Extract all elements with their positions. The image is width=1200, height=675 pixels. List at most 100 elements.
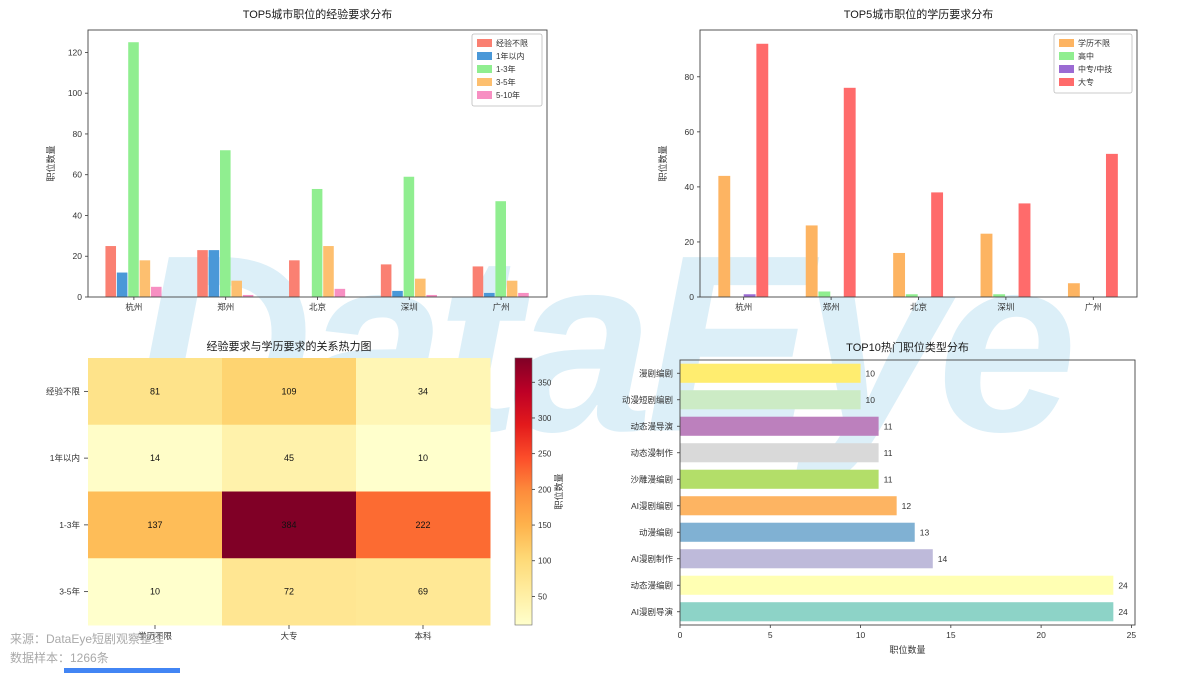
- svg-text:动漫短剧编剧: 动漫短剧编剧: [622, 395, 673, 405]
- svg-text:10: 10: [866, 368, 876, 378]
- svg-text:中专/中技: 中专/中技: [1078, 64, 1112, 74]
- top10-types-svg: TOP10热门职位类型分布 10 漫剧编剧 10 动漫短剧编剧 11 动态漫导演 11 动态漫制…: [622, 340, 1137, 655]
- svg-text:1年以内: 1年以内: [50, 453, 80, 463]
- svg-text:100: 100: [538, 557, 552, 566]
- svg-text:10: 10: [866, 395, 876, 405]
- svg-text:50: 50: [538, 592, 547, 601]
- svg-text:AI漫剧导演: AI漫剧导演: [631, 607, 674, 617]
- bottom-progress-bar: [64, 668, 180, 673]
- svg-text:0: 0: [77, 292, 82, 302]
- svg-text:大专: 大专: [1078, 77, 1094, 87]
- svg-text:10: 10: [856, 630, 866, 640]
- svg-text:1-3年: 1-3年: [59, 520, 80, 530]
- svg-text:动漫编剧: 动漫编剧: [639, 527, 673, 537]
- svg-text:5-10年: 5-10年: [496, 90, 520, 100]
- svg-text:本科: 本科: [414, 631, 432, 641]
- chart-experience-education-heatmap: 经验要求与学历要求的关系热力图 81 109 34 14 45 10 137 384 222 10 7…: [0, 337, 600, 675]
- svg-text:北京: 北京: [309, 302, 326, 312]
- svg-text:12: 12: [902, 501, 912, 511]
- svg-text:384: 384: [281, 520, 296, 530]
- svg-text:11: 11: [884, 448, 893, 458]
- svg-text:北京: 北京: [910, 302, 927, 312]
- svg-text:动态漫制作: 动态漫制作: [630, 448, 673, 458]
- chart-education-distribution: TOP5城市职位的学历要求分布杭州 郑州 北京 深圳 广州 0 20 40 60 80 职位数量 学历…: [600, 0, 1200, 330]
- svg-text:0: 0: [689, 292, 694, 302]
- svg-text:动态漫导演: 动态漫导演: [630, 421, 673, 431]
- svg-text:20: 20: [1036, 630, 1046, 640]
- svg-text:40: 40: [685, 182, 695, 192]
- svg-text:250: 250: [538, 450, 552, 459]
- svg-text:150: 150: [538, 521, 552, 530]
- svg-text:广州: 广州: [1085, 302, 1102, 312]
- svg-text:14: 14: [150, 453, 160, 463]
- svg-text:20: 20: [73, 251, 83, 261]
- svg-text:TOP5城市职位的经验要求分布: TOP5城市职位的经验要求分布: [243, 7, 393, 21]
- svg-text:137: 137: [147, 520, 162, 530]
- footer: 来源：DataEye短剧观察整理 数据样本：1266条: [10, 630, 164, 668]
- chart-experience-distribution: TOP5城市职位的经验要求分布 杭州 郑州 北京 深圳 广州 0 20 40 60 80 100 120…: [0, 0, 600, 330]
- svg-text:25: 25: [1127, 630, 1137, 640]
- svg-text:职位数量: 职位数量: [657, 145, 668, 181]
- svg-text:5: 5: [768, 630, 773, 640]
- svg-text:100: 100: [68, 88, 82, 98]
- svg-text:学历不限: 学历不限: [138, 631, 173, 641]
- svg-text:45: 45: [284, 453, 294, 463]
- svg-text:1-3年: 1-3年: [496, 64, 516, 74]
- svg-text:14: 14: [938, 554, 948, 564]
- svg-text:60: 60: [73, 170, 83, 180]
- svg-text:职位数量: 职位数量: [45, 145, 56, 181]
- svg-text:72: 72: [284, 587, 294, 597]
- svg-text:深圳: 深圳: [401, 302, 418, 312]
- svg-text:350: 350: [538, 378, 552, 387]
- svg-text:动态漫编剧: 动态漫编剧: [630, 580, 673, 590]
- svg-text:高中: 高中: [1078, 51, 1094, 61]
- svg-text:34: 34: [418, 386, 428, 396]
- svg-text:10: 10: [150, 587, 160, 597]
- svg-text:24: 24: [1118, 580, 1128, 590]
- svg-text:1年以内: 1年以内: [496, 51, 524, 61]
- svg-text:81: 81: [150, 386, 160, 396]
- source-text: 来源：DataEye短剧观察整理: [10, 632, 165, 646]
- svg-text:经验不限: 经验不限: [496, 38, 528, 48]
- svg-text:80: 80: [73, 129, 83, 139]
- svg-text:大专: 大专: [280, 631, 297, 641]
- svg-text:10: 10: [418, 453, 428, 463]
- svg-text:120: 120: [68, 47, 82, 57]
- svg-text:69: 69: [418, 587, 428, 597]
- svg-text:经验要求与学历要求的关系热力图: 经验要求与学历要求的关系热力图: [207, 339, 372, 353]
- svg-text:13: 13: [920, 527, 930, 537]
- svg-text:300: 300: [538, 414, 552, 423]
- chart-top10-position-types: TOP10热门职位类型分布 10 漫剧编剧 10 动漫短剧编剧 11 动态漫导演 11 动态漫制…: [600, 337, 1200, 675]
- svg-text:AI漫剧编剧: AI漫剧编剧: [631, 501, 673, 511]
- svg-text:109: 109: [281, 386, 296, 396]
- svg-text:80: 80: [685, 72, 695, 82]
- svg-text:15: 15: [946, 630, 956, 640]
- svg-text:学历不限: 学历不限: [1078, 38, 1110, 48]
- svg-text:AI漫剧制作: AI漫剧制作: [631, 554, 674, 564]
- svg-text:222: 222: [415, 520, 430, 530]
- svg-text:60: 60: [685, 127, 695, 137]
- svg-text:0: 0: [678, 630, 683, 640]
- svg-text:职位数量: 职位数量: [553, 473, 564, 509]
- svg-text:经验不限: 经验不限: [46, 386, 81, 396]
- svg-text:深圳: 深圳: [997, 302, 1014, 312]
- svg-text:24: 24: [1118, 607, 1128, 617]
- svg-text:3-5年: 3-5年: [59, 587, 80, 597]
- svg-text:TOP10热门职位类型分布: TOP10热门职位类型分布: [846, 340, 969, 354]
- svg-text:广州: 广州: [493, 302, 510, 312]
- svg-text:40: 40: [73, 210, 83, 220]
- svg-text:杭州: 杭州: [735, 302, 752, 312]
- svg-text:职位数量: 职位数量: [889, 644, 925, 655]
- svg-text:漫剧编剧: 漫剧编剧: [639, 368, 673, 378]
- svg-text:沙雕漫编剧: 沙雕漫编剧: [630, 474, 673, 484]
- svg-text:3-5年: 3-5年: [496, 77, 516, 87]
- svg-text:TOP5城市职位的学历要求分布: TOP5城市职位的学历要求分布: [844, 7, 994, 21]
- svg-text:200: 200: [538, 485, 552, 494]
- svg-text:11: 11: [884, 421, 893, 431]
- svg-text:杭州: 杭州: [125, 302, 142, 312]
- svg-text:11: 11: [884, 474, 893, 484]
- svg-text:20: 20: [685, 237, 695, 247]
- svg-text:郑州: 郑州: [823, 302, 840, 312]
